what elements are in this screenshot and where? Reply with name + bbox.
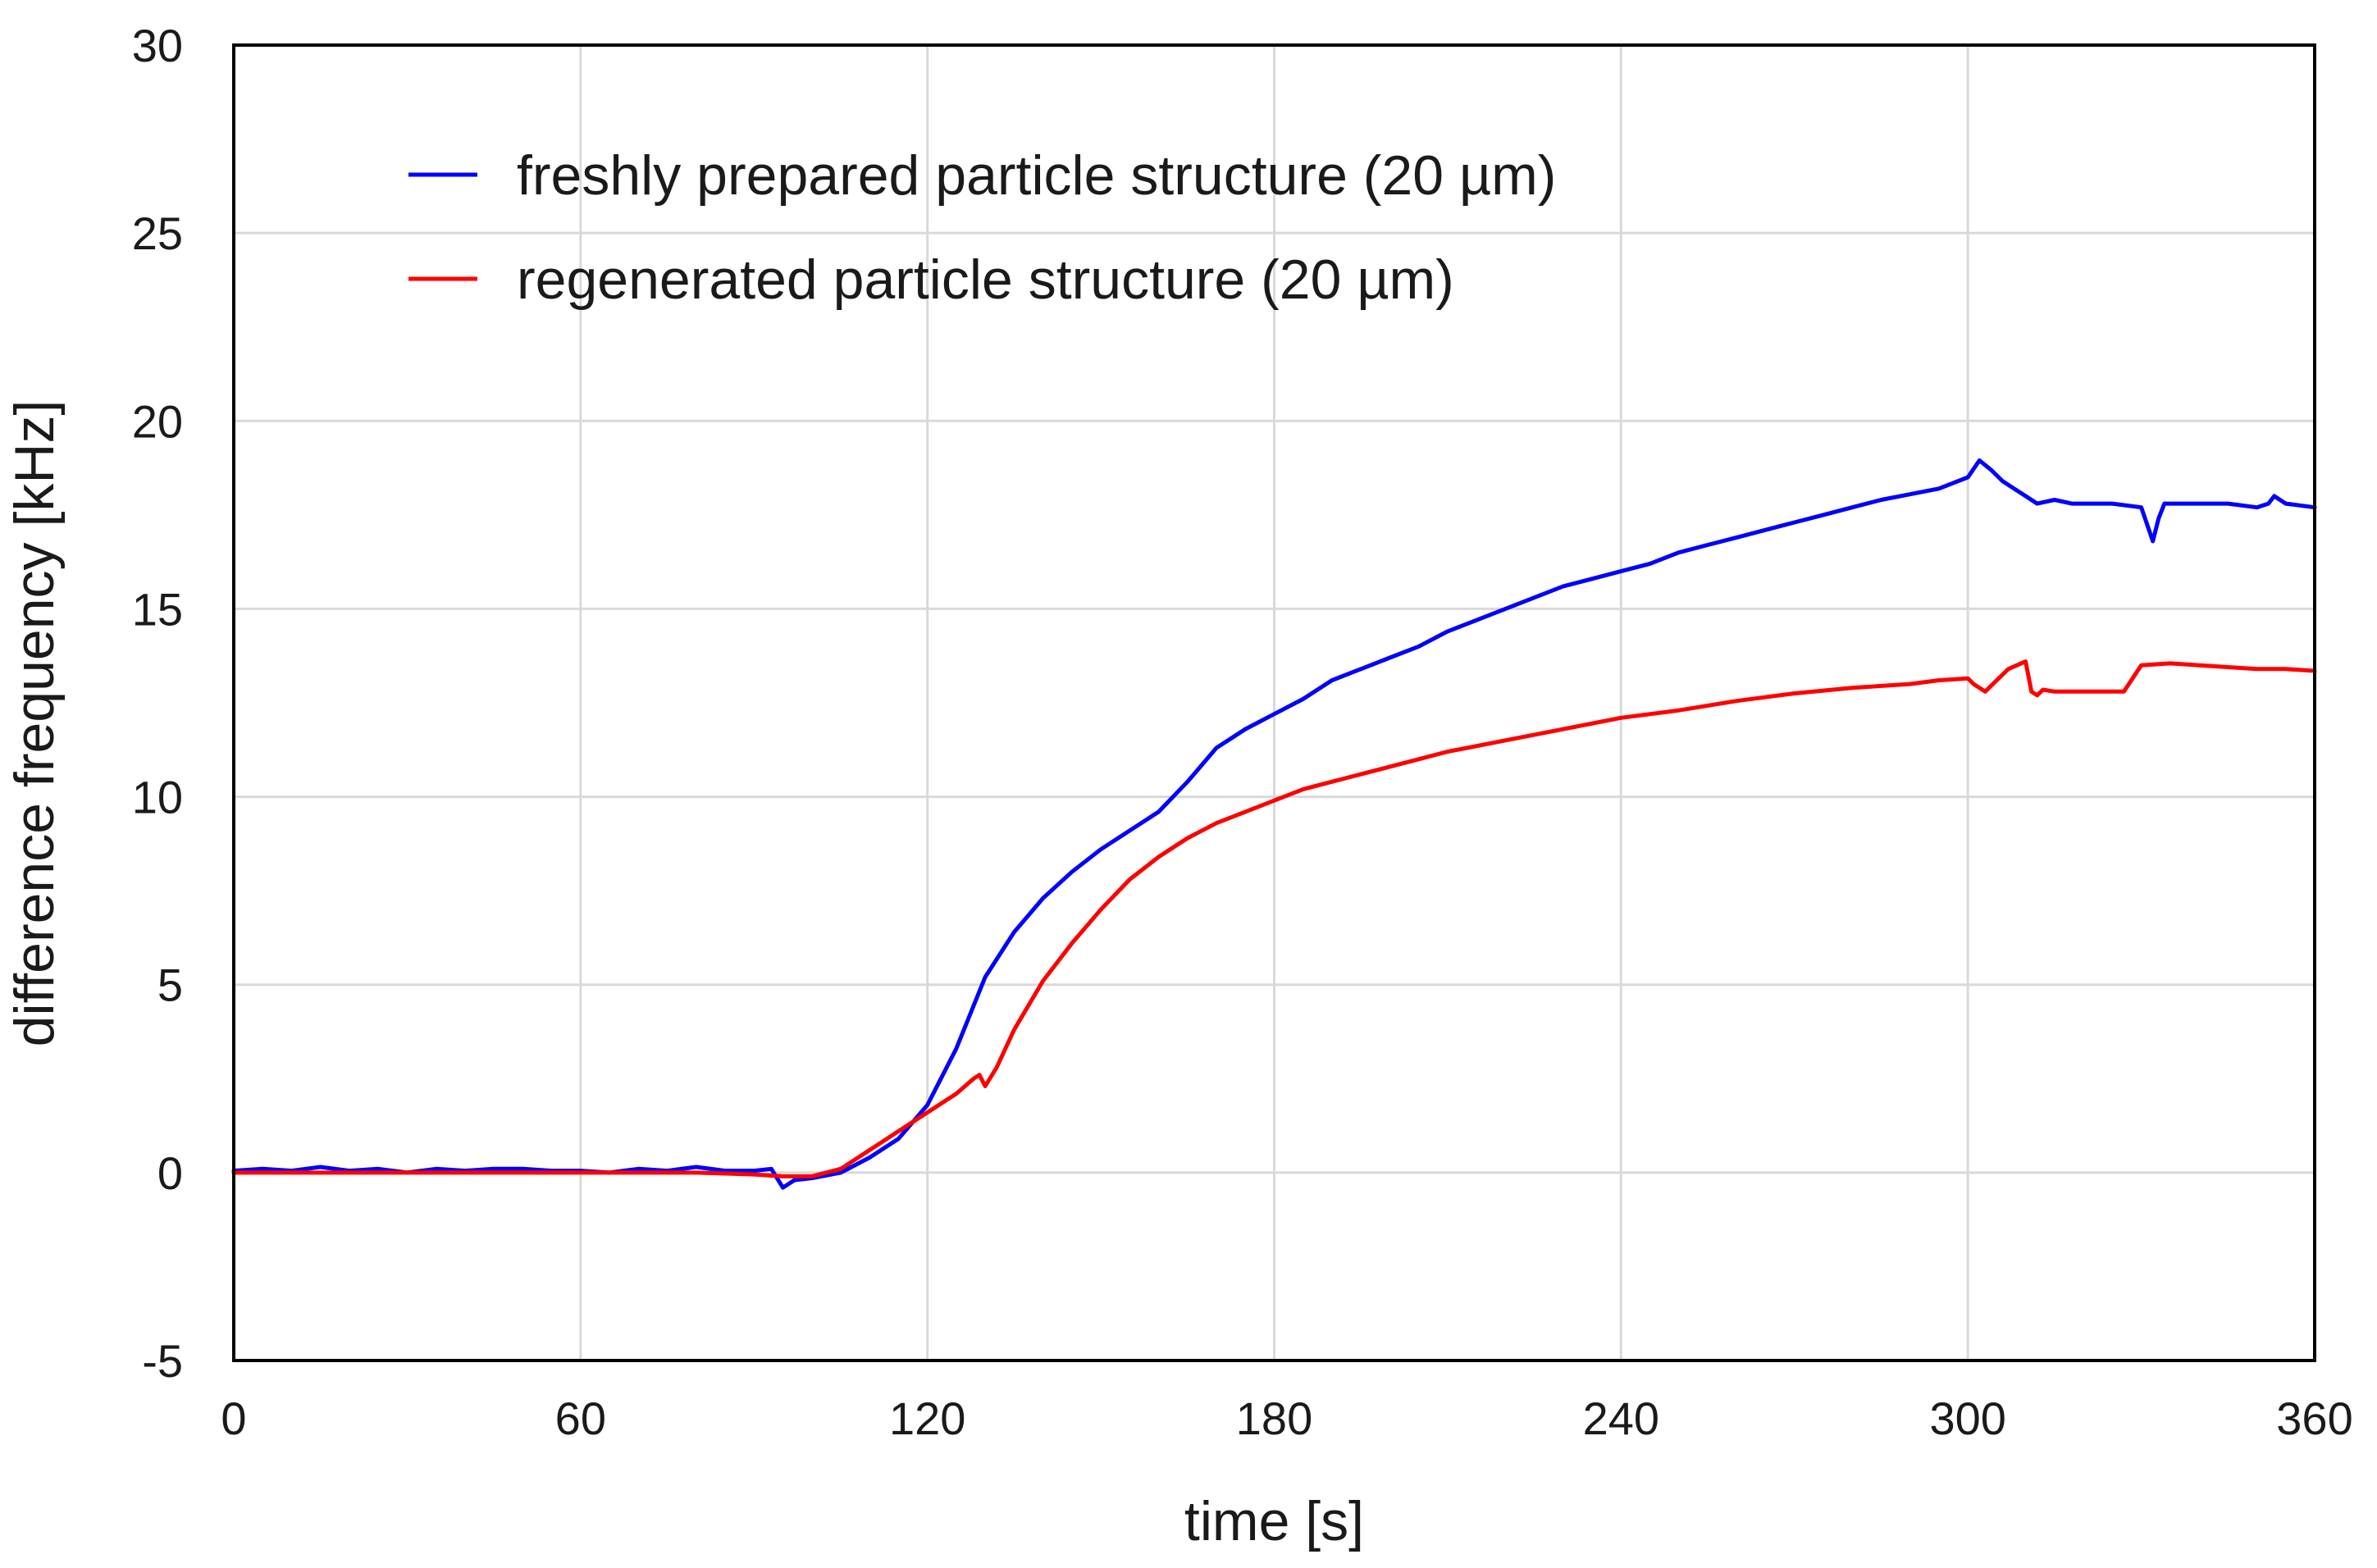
series-line-regenerated: [231, 659, 2317, 1178]
plot-area-frame: [232, 43, 2316, 1362]
x-tick-label: 360: [2276, 1393, 2352, 1444]
legend: freshly prepared particle structure (20 …: [408, 144, 1556, 311]
series-lines: [231, 458, 2317, 1190]
y-tick-label: 15: [132, 583, 183, 635]
legend-label-fresh: freshly prepared particle structure (20 …: [517, 144, 1556, 207]
x-axis-title: time [s]: [1184, 1490, 1364, 1552]
x-tick-label: 180: [1236, 1393, 1312, 1444]
y-tick-label: 10: [132, 772, 183, 823]
x-tick-label: 240: [1583, 1393, 1659, 1444]
y-tick-label: 5: [157, 959, 183, 1011]
y-axis-title: difference frequency [kHz]: [3, 400, 66, 1047]
legend-label-regenerated: regenerated particle structure (20 µm): [517, 248, 1454, 311]
y-tick-label: 25: [132, 207, 183, 259]
x-tick-label: 120: [889, 1393, 965, 1444]
x-tick-label: 60: [555, 1393, 606, 1444]
x-tick-label: 300: [1929, 1393, 2005, 1444]
tick-labels: 0 60 120 180 240 300 360 -5 0 5 10 15 20 25 30: [132, 20, 2353, 1444]
y-tick-label: 30: [132, 20, 183, 71]
y-tick-label: 20: [132, 395, 183, 447]
x-tick-label: 0: [221, 1393, 246, 1444]
y-tick-label: 0: [157, 1147, 183, 1199]
y-tick-label: -5: [142, 1335, 183, 1387]
series-line-fresh: [231, 458, 2317, 1190]
